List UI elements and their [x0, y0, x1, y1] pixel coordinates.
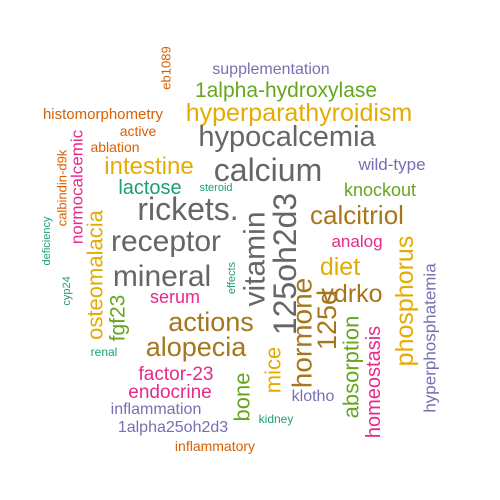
word: inflammatory: [175, 438, 255, 454]
word: calcium: [214, 152, 322, 188]
word: 125d: [312, 290, 342, 350]
word: diet: [320, 253, 360, 281]
word: klotho: [292, 388, 335, 405]
word: normocalcemic: [68, 129, 87, 244]
word: calbindin-d9k: [55, 149, 70, 226]
word: ablation: [90, 139, 139, 155]
word: rickets.: [137, 191, 238, 227]
word: hypocalcemia: [198, 121, 376, 153]
word: mice: [261, 347, 286, 393]
word: calcitriol: [310, 200, 404, 230]
word: supplementation: [212, 61, 329, 78]
word: eb1089: [159, 46, 174, 89]
word: vitamin: [239, 211, 272, 306]
word: absorption: [339, 316, 364, 419]
word: inflammation: [111, 401, 202, 418]
word: vdrko: [321, 280, 382, 308]
word: deficiency: [41, 216, 53, 265]
word: 125oh2d3: [267, 193, 303, 335]
word: homeostasis: [363, 326, 385, 438]
word: actions: [168, 307, 254, 337]
word: wild-type: [357, 155, 425, 174]
word: hyperphosphatemia: [421, 263, 440, 413]
word: 1alpha-hydroxylase: [195, 79, 377, 102]
word: effects: [226, 261, 238, 294]
word: 1alpha25oh2d3: [118, 419, 228, 436]
word: hormone: [287, 278, 318, 389]
word: hyperparathyroidism: [186, 99, 413, 127]
word: histomorphometry: [43, 106, 164, 123]
word: kidney: [259, 412, 294, 426]
word: bone: [230, 373, 255, 422]
word: renal: [91, 345, 118, 359]
word: intestine: [104, 153, 193, 180]
word: alopecia: [146, 332, 248, 362]
word: receptor: [111, 225, 221, 258]
word: osteomalacia: [83, 209, 108, 339]
word: active: [120, 123, 157, 139]
word: phosphorus: [391, 236, 419, 367]
word: serum: [150, 287, 200, 307]
word: analog: [331, 232, 382, 251]
word: fgf23: [107, 295, 130, 342]
word: cyp24: [61, 276, 73, 305]
word: lactose: [118, 177, 181, 199]
word: endocrine: [128, 382, 211, 403]
word: steroid: [199, 182, 232, 194]
word: knockout: [344, 180, 416, 200]
word: factor-23: [139, 364, 214, 385]
word: mineral: [113, 260, 211, 293]
